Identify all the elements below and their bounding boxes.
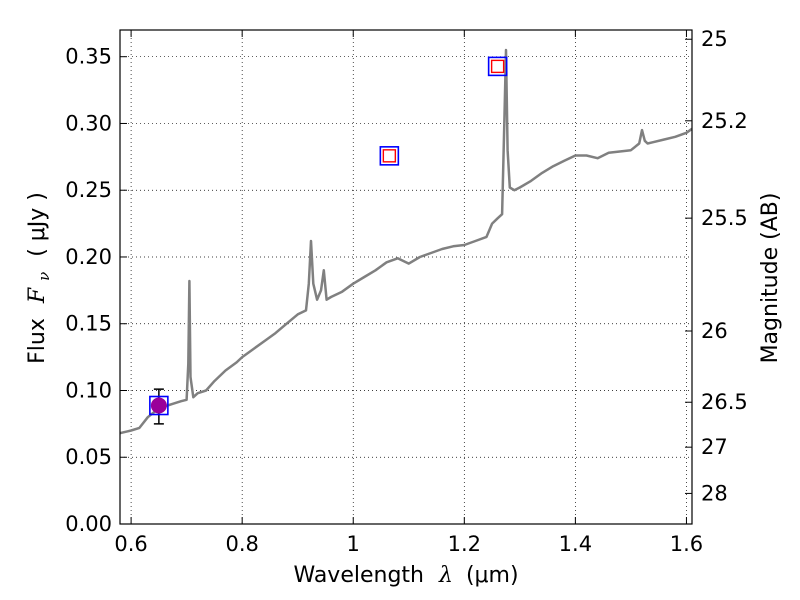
y2-tick-label: 26.5: [701, 390, 748, 414]
y2-tick-label: 25.2: [701, 109, 748, 133]
spectrum-line: [120, 48, 692, 435]
axis-ticks: 0.6 0.8 1 1.2 1.4 1.6 0.00 0.05 0.10 0.15 0.20 0.25…: [65, 27, 748, 556]
x-axis-label-units: (μm): [466, 563, 519, 588]
y-tick-label: 0.00: [65, 512, 112, 536]
model-square-marker: [382, 149, 397, 163]
x-tick-label: 0.8: [225, 532, 258, 556]
spectrum-series: [120, 48, 692, 435]
filled-data-point: [150, 397, 167, 414]
x-tick-label: 1.6: [670, 532, 703, 556]
y-tick-label: 0.30: [65, 111, 112, 135]
x-tick-label: 0.6: [114, 532, 147, 556]
model-square-marker: [490, 59, 505, 74]
x-axis-label-prefix: Wavelength: [293, 563, 424, 588]
y-axis-label-units: ( μJy ): [25, 192, 50, 257]
y2-tick-label: 27: [701, 435, 728, 459]
plot-frame: [119, 29, 693, 525]
open-square-marker: [149, 395, 169, 416]
y2-tick-label: 26: [701, 319, 728, 343]
y-tick-label: 0.25: [65, 178, 112, 202]
y-axis-label-symbol: F: [25, 287, 50, 304]
x-tick-label: 1.4: [559, 532, 592, 556]
y2-tick-label: 25: [701, 27, 728, 51]
x-axis-label-symbol: λ: [438, 563, 453, 588]
y-tick-label: 0.05: [65, 445, 112, 469]
y2-tick-label: 25.5: [701, 206, 748, 230]
y-tick-label: 0.20: [65, 245, 112, 269]
y-tick-label: 0.15: [65, 312, 112, 336]
y2-tick-label: 28: [701, 481, 728, 505]
grid-lines: [120, 30, 692, 524]
y-axis-label-prefix: Flux: [25, 318, 50, 364]
y-axis-label: Flux F ν ( μJy ): [25, 192, 55, 364]
y-tick-label: 0.35: [65, 45, 112, 69]
x-axis-label: Wavelength λ (μm): [293, 563, 518, 588]
y-tick-label: 0.10: [65, 378, 112, 402]
x-tick-label: 1: [347, 532, 360, 556]
open-square-marker: [379, 146, 400, 166]
x-tick-label: 1.2: [448, 532, 481, 556]
open-square-marker: [487, 56, 508, 77]
y2-axis-label: Magnitude (AB): [758, 193, 783, 364]
photometry-points: [149, 56, 508, 425]
y-axis-label-subscript: ν: [35, 272, 53, 281]
